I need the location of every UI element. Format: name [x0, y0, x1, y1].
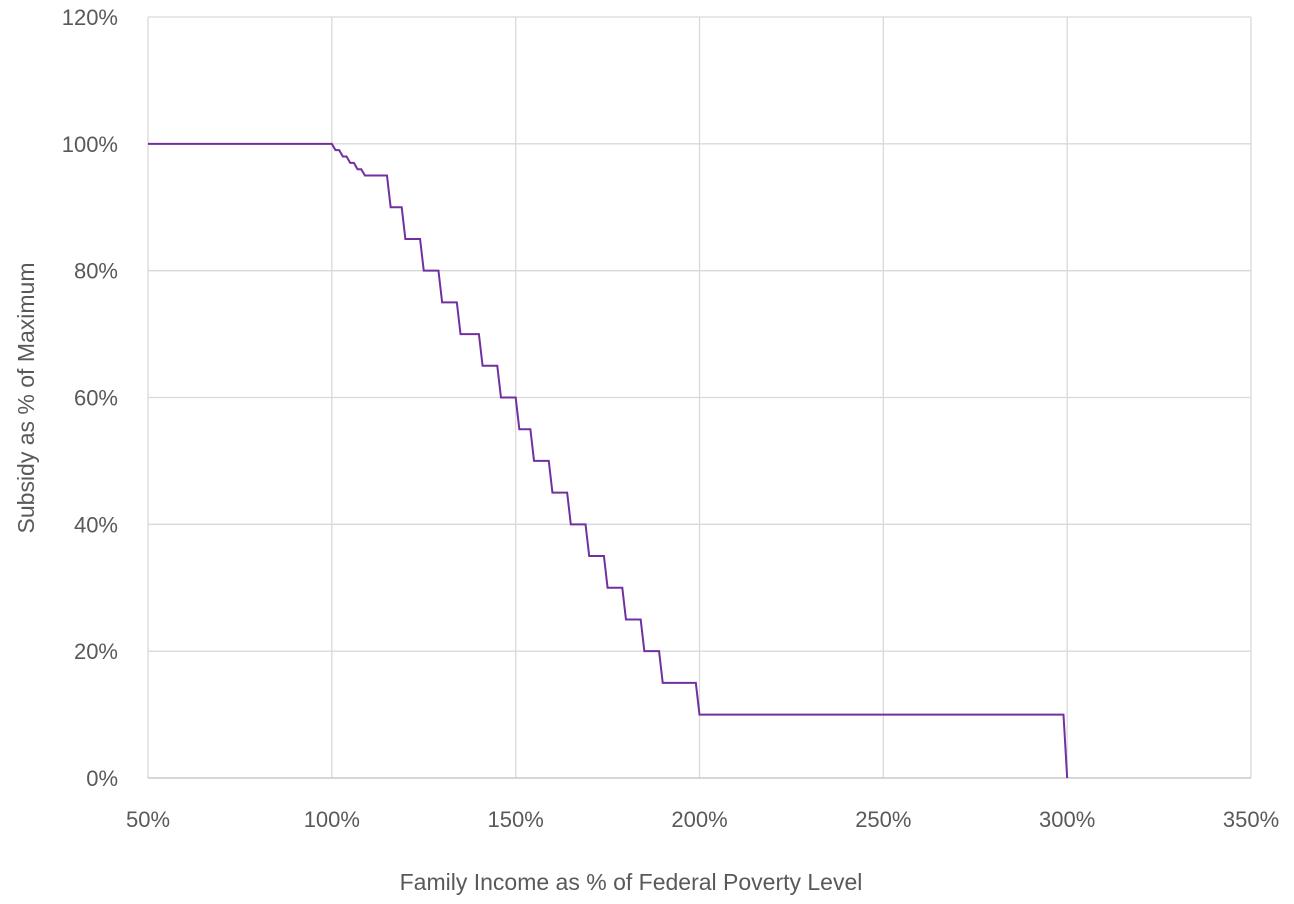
- series-line: [148, 142, 1069, 779]
- gridlines: [147, 16, 1252, 779]
- y-tick-label: 100%: [62, 132, 118, 157]
- y-tick-label: 80%: [74, 259, 118, 284]
- x-tick-label: 150%: [488, 807, 544, 832]
- x-tick-label: 250%: [855, 807, 911, 832]
- y-tick-label: 60%: [74, 386, 118, 411]
- x-tick-label: 100%: [304, 807, 360, 832]
- x-tick-labels: 50% 100% 150% 200% 250% 300% 350%: [126, 807, 1279, 832]
- x-axis-title: Family Income as % of Federal Poverty Le…: [400, 869, 863, 895]
- x-tick-label: 200%: [671, 807, 727, 832]
- series-layer: [148, 142, 1069, 779]
- x-tick-label: 350%: [1223, 807, 1279, 832]
- y-tick-label: 20%: [74, 639, 118, 664]
- x-tick-label: 50%: [126, 807, 170, 832]
- y-tick-label: 120%: [62, 5, 118, 30]
- y-tick-labels: 0% 20% 40% 60% 80% 100% 120%: [62, 5, 118, 791]
- y-axis-title: Subsidy as % of Maximum: [13, 263, 39, 534]
- y-tick-label: 0%: [86, 766, 118, 791]
- y-tick-label: 40%: [74, 512, 118, 537]
- x-tick-label: 300%: [1039, 807, 1095, 832]
